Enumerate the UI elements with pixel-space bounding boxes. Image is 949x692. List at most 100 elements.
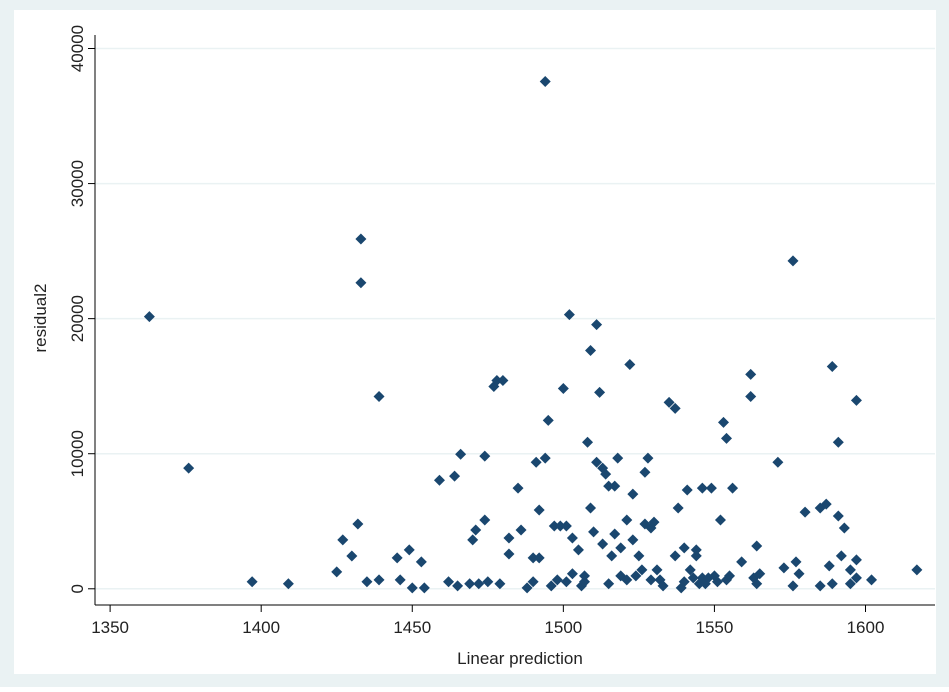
point: [591, 456, 603, 468]
point: [572, 544, 584, 556]
point: [751, 540, 763, 552]
point: [585, 345, 597, 357]
point: [745, 390, 757, 402]
point: [721, 432, 733, 444]
point: [814, 580, 826, 592]
point: [578, 576, 590, 588]
point: [850, 394, 862, 406]
point: [479, 514, 491, 526]
point: [337, 534, 349, 546]
point: [681, 484, 693, 496]
point: [542, 414, 554, 426]
point: [911, 564, 923, 576]
point: [406, 582, 418, 594]
point: [491, 375, 503, 387]
x-tick-label: 1550: [696, 618, 734, 637]
point: [373, 390, 385, 402]
point: [727, 482, 739, 494]
point: [551, 574, 563, 586]
point: [603, 578, 615, 590]
point: [627, 534, 639, 546]
point: [633, 550, 645, 562]
point: [745, 368, 757, 380]
point: [657, 580, 669, 592]
point: [606, 550, 618, 562]
point: [352, 518, 364, 530]
point: [527, 552, 539, 564]
point: [778, 562, 790, 574]
point: [554, 520, 566, 532]
point: [696, 482, 708, 494]
point: [566, 532, 578, 544]
y-axis-label: residual2: [31, 284, 50, 353]
point: [433, 474, 445, 486]
point: [373, 574, 385, 586]
point: [826, 578, 838, 590]
point: [609, 480, 621, 492]
point: [482, 576, 494, 588]
point: [415, 556, 427, 568]
point: [600, 468, 612, 480]
point: [470, 524, 482, 536]
point: [844, 578, 856, 590]
point: [512, 482, 524, 494]
y-tick-label: 10000: [68, 430, 87, 477]
point: [467, 534, 479, 546]
point: [844, 564, 856, 576]
point: [533, 552, 545, 564]
point: [557, 382, 569, 394]
x-tick-label: 1600: [847, 618, 885, 637]
point: [772, 456, 784, 468]
point: [503, 532, 515, 544]
x-tick-label: 1350: [91, 618, 129, 637]
point: [799, 506, 811, 518]
y-tick-label: 30000: [68, 160, 87, 207]
point: [624, 358, 636, 370]
point: [183, 462, 195, 474]
point: [642, 452, 654, 464]
point: [346, 550, 358, 562]
point: [455, 448, 467, 460]
point: [832, 436, 844, 448]
point: [591, 319, 603, 331]
point: [331, 566, 343, 578]
point: [539, 452, 551, 464]
point: [597, 538, 609, 550]
x-tick-label: 1400: [242, 618, 280, 637]
point: [418, 582, 430, 594]
point: [790, 556, 802, 568]
point: [645, 574, 657, 586]
point: [690, 550, 702, 562]
point: [609, 528, 621, 540]
point: [603, 480, 615, 492]
point: [503, 548, 515, 560]
point: [479, 450, 491, 462]
point: [443, 576, 455, 588]
plot-region: [14, 10, 936, 674]
point: [636, 564, 648, 576]
point: [588, 526, 600, 538]
point: [838, 522, 850, 534]
point: [548, 520, 560, 532]
point: [687, 572, 699, 584]
point: [835, 550, 847, 562]
point: [754, 568, 766, 580]
point: [615, 542, 627, 554]
x-tick-label: 1450: [393, 618, 431, 637]
point: [527, 576, 539, 588]
point: [669, 550, 681, 562]
point: [717, 416, 729, 428]
x-axis-label: Linear prediction: [457, 649, 583, 668]
point: [648, 516, 660, 528]
point: [533, 504, 545, 516]
point: [621, 574, 633, 586]
point: [866, 574, 878, 586]
point: [787, 580, 799, 592]
point: [494, 578, 506, 590]
point: [246, 576, 258, 588]
point: [452, 580, 464, 592]
point: [793, 568, 805, 580]
point: [612, 452, 624, 464]
point: [355, 277, 367, 289]
